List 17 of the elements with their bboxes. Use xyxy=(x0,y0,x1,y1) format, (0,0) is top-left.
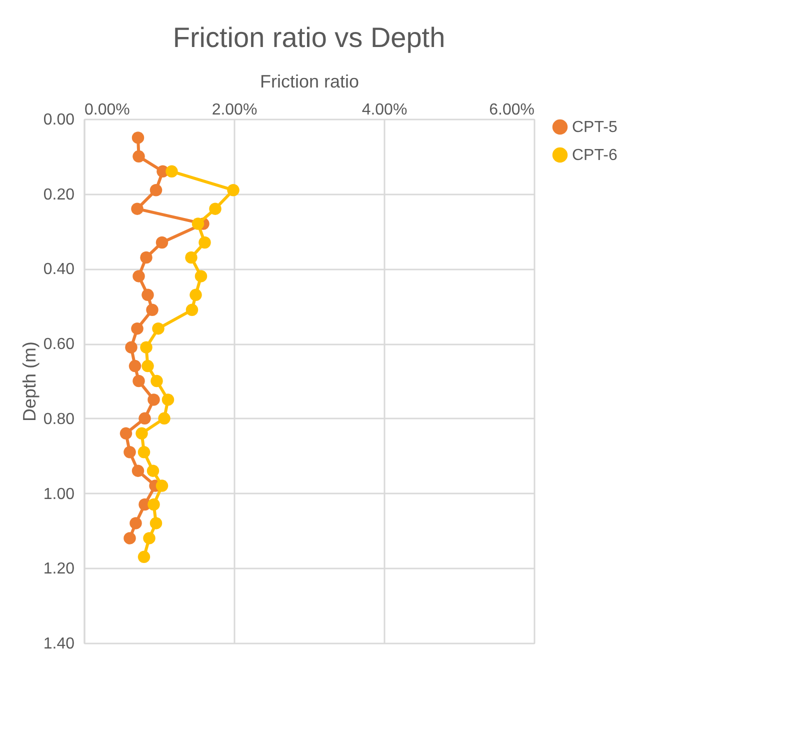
y-tick-label: 1.20 xyxy=(43,560,75,578)
y-tick-label: 0.00 xyxy=(43,112,75,128)
y-tick-label: 0.40 xyxy=(43,261,75,278)
x-tick-label: 0.00% xyxy=(84,102,130,118)
x-tick-label: 4.00% xyxy=(362,102,408,118)
y-axis-title: Depth (m) xyxy=(19,341,40,422)
x-tick-label: 2.00% xyxy=(212,102,258,118)
x-axis-title: Friction ratio xyxy=(260,72,360,92)
y-tick-label: 0.20 xyxy=(43,186,75,204)
y-tick-label: 1.00 xyxy=(43,486,75,503)
x-tick-label: 6.00% xyxy=(489,102,534,118)
legend-label: CPT-6 xyxy=(572,147,618,164)
y-tick-label: 0.60 xyxy=(43,336,75,354)
chart-title: Friction ratio vs Depth xyxy=(172,22,446,53)
legend-label: CPT-5 xyxy=(572,119,618,136)
y-tick-label: 0.80 xyxy=(43,410,75,428)
y-tick-label: 1.40 xyxy=(43,636,75,652)
